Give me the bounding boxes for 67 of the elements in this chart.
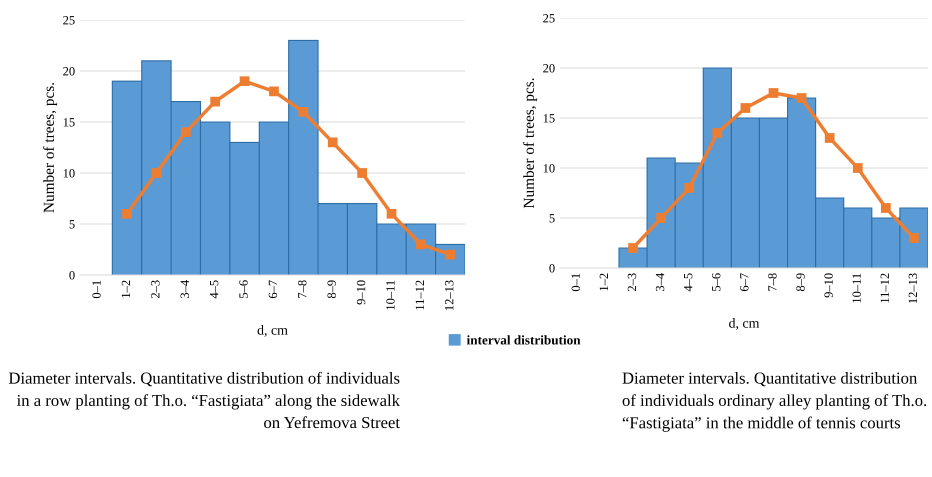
x-tick-label: 2–3 — [628, 273, 636, 292]
x-tick-label: 10–11 — [852, 274, 861, 303]
x-tick-label: 3–4 — [180, 280, 189, 298]
point — [768, 88, 778, 98]
y-tick-label: 25 — [543, 14, 555, 22]
x-tick-label: 7–8 — [298, 280, 306, 298]
x-tick-label: 8–9 — [796, 273, 805, 292]
y-tick-label: 25 — [63, 16, 75, 24]
point — [210, 96, 220, 106]
x-tick-label: 4–5 — [210, 280, 218, 298]
x-tick-label: 1–2 — [600, 274, 608, 291]
x-tick-label: 11–12 — [416, 280, 424, 310]
y-tick-label: 10 — [64, 169, 75, 178]
point — [357, 168, 367, 178]
x-axis-title: d, cm — [729, 318, 760, 330]
x-tick-label: 3–4 — [656, 273, 664, 292]
point — [269, 86, 279, 96]
x-tick-label: 6–7 — [740, 273, 749, 292]
point — [152, 168, 162, 178]
y-tick-label: 15 — [544, 114, 555, 122]
x-tick-label: 9–10 — [356, 280, 366, 304]
point — [909, 233, 919, 243]
y-axis-title: Number of trees, pcs. — [43, 82, 58, 213]
point — [180, 127, 191, 138]
x-tick-label: 5–6 — [712, 273, 720, 291]
point — [712, 128, 722, 138]
y-tick-label: 10 — [544, 164, 555, 172]
y-tick-label: 5 — [550, 214, 555, 222]
x-tick-label: 11–12 — [880, 274, 889, 303]
y-tick-label: 20 — [543, 64, 555, 72]
point — [628, 243, 638, 253]
x-tick-label: 12–13 — [908, 273, 918, 304]
point — [328, 138, 338, 148]
y-tick-label: 0 — [69, 271, 75, 280]
point — [852, 163, 863, 173]
x-tick-label: 9–10 — [824, 273, 833, 298]
x-tick-label: 10–11 — [386, 280, 395, 310]
x-tick-label: 2–3 — [151, 280, 160, 298]
point — [796, 93, 806, 103]
y-tick-label: 0 — [549, 264, 555, 272]
point — [740, 103, 750, 113]
point — [656, 213, 666, 223]
x-tick-label: 6–7 — [268, 280, 278, 298]
point — [881, 203, 891, 213]
y-tick-label: 5 — [70, 220, 75, 228]
point — [240, 76, 250, 86]
point — [298, 106, 308, 117]
text: Diameter intervals. Quantitative distribution of individuals in a row planting of Th.o. “Fastigiata” along the sidewalk on Yefremova Street — [8, 372, 400, 428]
point — [684, 183, 694, 193]
point — [824, 133, 835, 143]
point — [416, 240, 426, 250]
x-axis-title: d, cm — [258, 325, 288, 337]
text: Diameter intervals. Quantitative distribution of individuals ordinary alley planting of Th.o. “Fastigiata” in the middle of tennis courts — [622, 372, 926, 432]
x-tick-label: 12–13 — [445, 280, 454, 310]
x-tick-label: 5–6 — [239, 280, 248, 298]
x-tick-label: 0–1 — [572, 274, 580, 292]
x-tick-label: 4–5 — [684, 273, 692, 292]
x-tick-label: 8–9 — [327, 280, 336, 298]
x-tick-label: 0–1 — [92, 280, 101, 298]
y-axis-title: Number of trees, pcs. — [523, 78, 538, 208]
x-tick-label: 7–8 — [768, 273, 777, 291]
x-tick-label: 1–2 — [122, 280, 130, 298]
y-tick-label: 20 — [63, 67, 75, 76]
point — [386, 208, 396, 219]
y-tick-label: 15 — [64, 118, 75, 126]
point — [122, 208, 132, 219]
legend-label: interval distribution — [466, 335, 580, 345]
